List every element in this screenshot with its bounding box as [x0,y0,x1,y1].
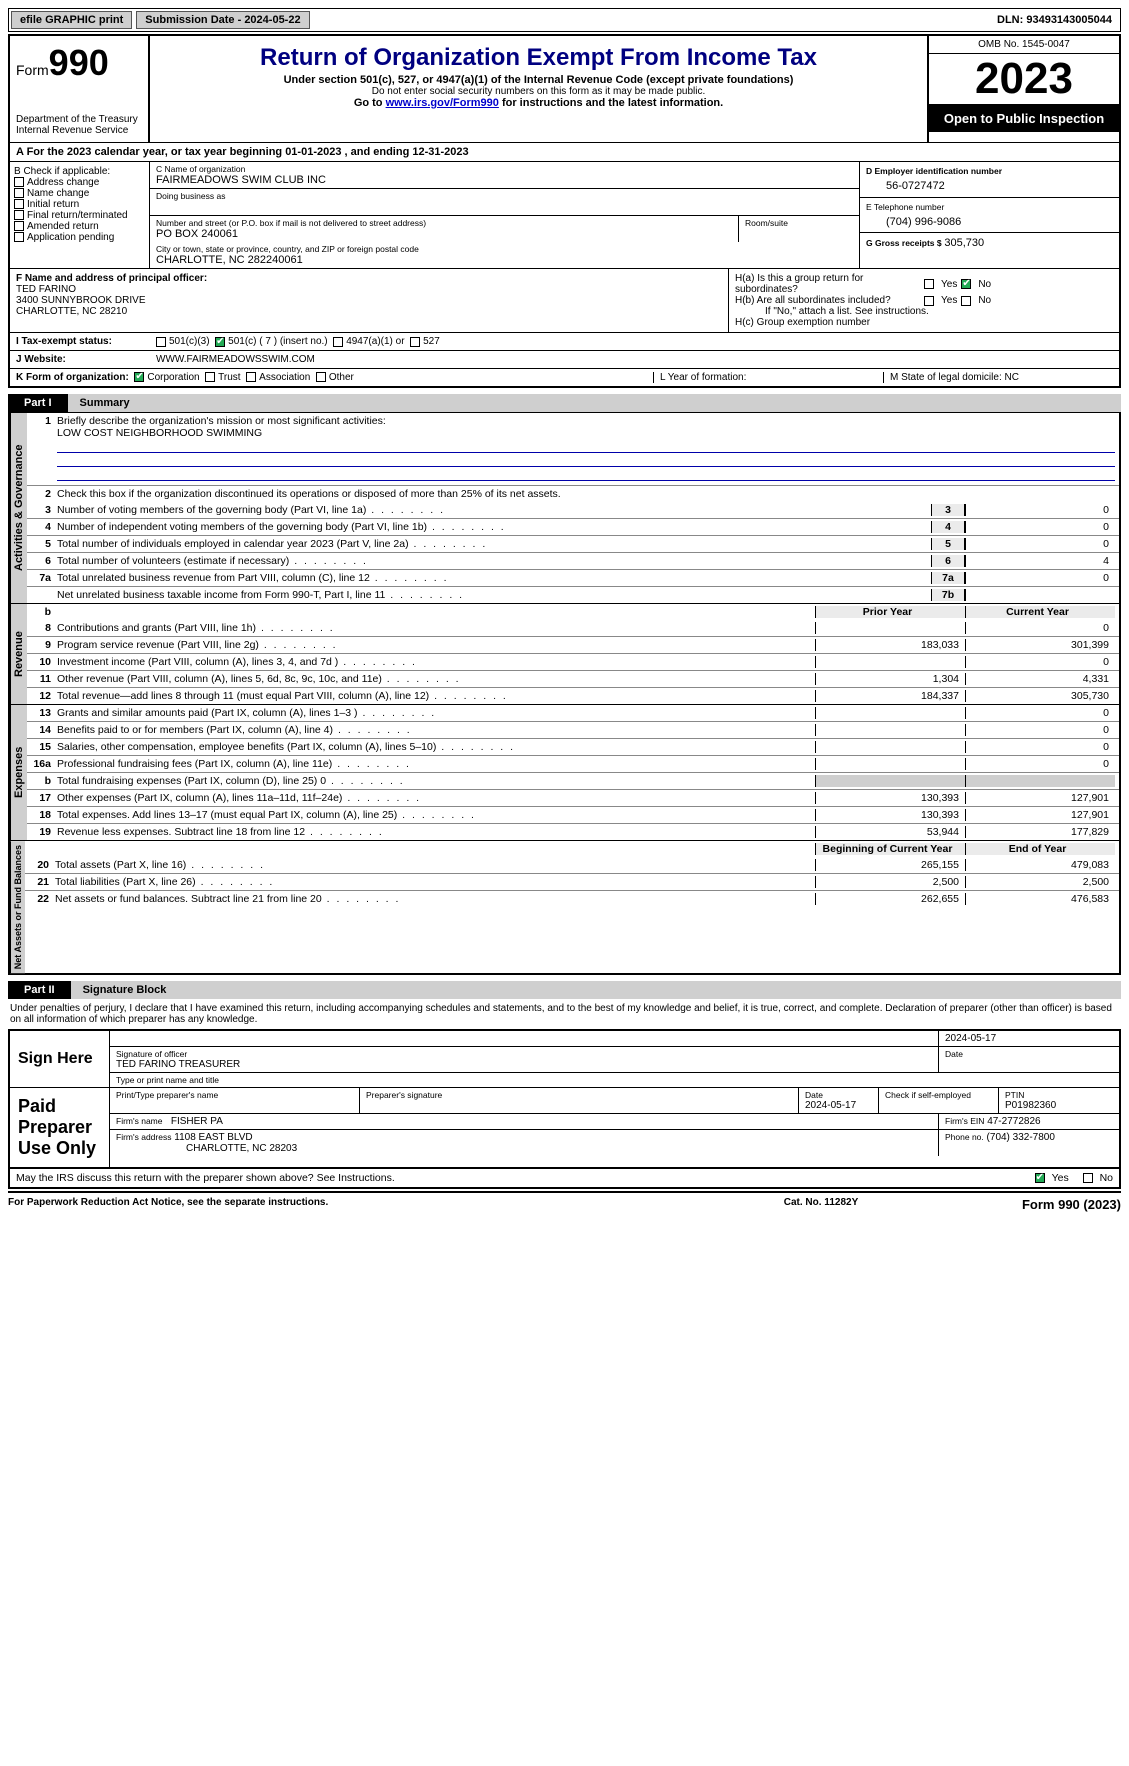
ein-label: D Employer identification number [866,166,1113,176]
efile-button[interactable]: efile GRAPHIC print [11,11,132,29]
submission-date: Submission Date - 2024-05-22 [136,11,309,29]
firm-name: FISHER PA [171,1116,223,1127]
officer-name: TED FARINO [16,284,722,295]
line-a: A For the 2023 calendar year, or tax yea… [8,142,1121,161]
ein-value: 56-0727472 [866,176,1113,192]
dln: DLN: 93493143005044 [989,12,1120,28]
dba-label: Doing business as [156,191,853,201]
check-final[interactable] [14,210,24,220]
org-address: PO BOX 240061 [156,228,732,240]
form-header: Form990 Department of the Treasury Inter… [8,34,1121,142]
status-row: I Tax-exempt status: 501(c)(3) 501(c) ( … [8,333,1121,351]
hc-label: H(c) Group exemption number [735,317,1113,328]
phone-label: E Telephone number [866,202,1113,212]
firm-phone: (704) 332-7800 [987,1132,1055,1143]
prior-year-hdr: Prior Year [815,606,965,618]
hb-label: H(b) Are all subordinates included? [735,295,924,306]
check-assoc[interactable] [246,372,256,382]
officer-signature: TED FARINO TREASURER [116,1059,932,1070]
form-title: Return of Organization Exempt From Incom… [156,44,921,72]
ha-yes[interactable] [924,279,934,289]
may-no[interactable] [1083,1173,1093,1183]
org-name: FAIRMEADOWS SWIM CLUB INC [156,174,853,186]
check-pending[interactable] [14,232,24,242]
check-address[interactable] [14,177,24,187]
check-name[interactable] [14,188,24,198]
check-initial[interactable] [14,199,24,209]
current-year-hdr: Current Year [965,606,1115,618]
ha-label: H(a) Is this a group return for subordin… [735,273,924,295]
officer-addr1: 3400 SUNNYBROOK DRIVE [16,295,722,306]
ptin: P01982360 [1005,1100,1113,1111]
sig-date: 2024-05-17 [939,1031,1119,1046]
tax-year: 2023 [929,54,1119,105]
part1-body: Activities & Governance 1 Briefly descri… [8,412,1121,975]
year-formation: L Year of formation: [653,372,883,383]
korg-row: K Form of organization: Corporation Trus… [8,369,1121,388]
vtab-expenses: Expenses [10,705,27,840]
check-corp[interactable] [134,372,144,382]
vtab-governance: Activities & Governance [10,413,27,603]
top-bar: efile GRAPHIC print Submission Date - 20… [8,8,1121,32]
line1-label: Briefly describe the organization's miss… [57,415,386,427]
signature-block: Sign Here 2024-05-17 Signature of office… [8,1029,1121,1169]
omb-number: OMB No. 1545-0047 [929,36,1119,54]
check-501c[interactable] [215,337,225,347]
check-527[interactable] [410,337,420,347]
addr-label: Number and street (or P.O. box if mail i… [156,218,732,228]
ssn-warning: Do not enter social security numbers on … [156,86,921,97]
website-row: J Website: WWW.FAIRMEADOWSSWIM.COM [8,351,1121,369]
may-yes[interactable] [1035,1173,1045,1183]
check-501c3[interactable] [156,337,166,347]
vtab-netassets: Net Assets or Fund Balances [10,841,25,973]
goto-line: Go to www.irs.gov/Form990 for instructio… [156,97,921,109]
begin-year-hdr: Beginning of Current Year [815,843,965,855]
fh-block: F Name and address of principal officer:… [8,269,1121,333]
officer-label: F Name and address of principal officer: [16,273,722,284]
open-inspection: Open to Public Inspection [929,105,1119,132]
vtab-revenue: Revenue [10,604,27,704]
paid-preparer-label: Paid Preparer Use Only [10,1088,110,1167]
form990-link[interactable]: www.irs.gov/Form990 [386,97,499,109]
form-number: Form990 [16,42,142,84]
may-discuss-row: May the IRS discuss this return with the… [8,1169,1121,1189]
state-domicile: M State of legal domicile: NC [883,372,1113,383]
hb-no[interactable] [961,296,971,306]
org-name-label: C Name of organization [156,164,853,174]
website-value: WWW.FAIRMEADOWSSWIM.COM [156,354,315,365]
mission-text: LOW COST NEIGHBORHOOD SWIMMING [57,427,262,439]
check-other[interactable] [316,372,326,382]
check-4947[interactable] [333,337,343,347]
firm-ein: 47-2772826 [987,1116,1040,1127]
line2-text: Check this box if the organization disco… [57,488,1115,500]
gross-value: 305,730 [944,237,984,249]
phone-value: (704) 996-9086 [866,212,1113,228]
end-year-hdr: End of Year [965,843,1115,855]
room-label: Room/suite [745,218,853,228]
form-subtitle: Under section 501(c), 527, or 4947(a)(1)… [156,74,921,86]
dept-treasury: Department of the Treasury [16,114,142,125]
ha-no[interactable] [961,279,971,289]
hb-note: If "No," attach a list. See instructions… [735,306,1113,317]
footer: For Paperwork Reduction Act Notice, see … [8,1191,1121,1216]
box-b-label: B Check if applicable: [14,166,145,177]
hb-yes[interactable] [924,296,934,306]
org-city: CHARLOTTE, NC 282240061 [156,254,853,266]
check-trust[interactable] [205,372,215,382]
sign-here-label: Sign Here [10,1031,110,1087]
officer-addr2: CHARLOTTE, NC 28210 [16,306,722,317]
entity-block: B Check if applicable: Address change Na… [8,161,1121,269]
part1-header: Part I Summary [8,394,1121,412]
city-label: City or town, state or province, country… [156,244,853,254]
gross-label: G Gross receipts $ [866,238,942,248]
penalty-text: Under penalties of perjury, I declare th… [8,999,1121,1029]
part2-header: Part II Signature Block [8,981,1121,999]
irs-label: Internal Revenue Service [16,125,142,136]
firm-addr: 1108 EAST BLVD [174,1132,252,1143]
check-amended[interactable] [14,221,24,231]
